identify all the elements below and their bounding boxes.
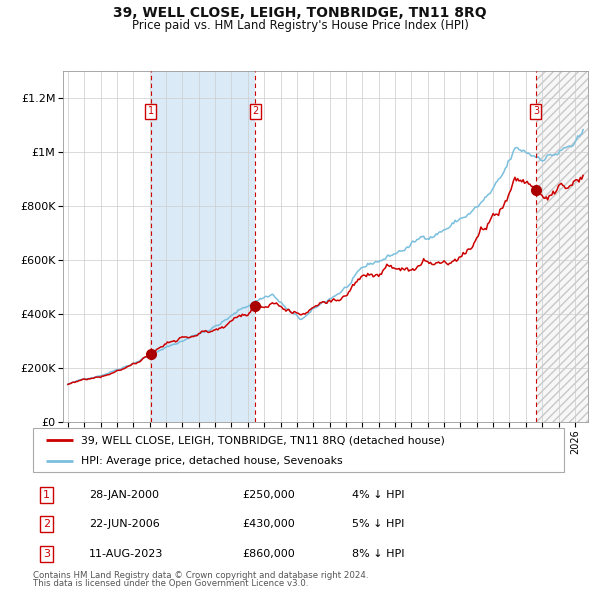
Text: Contains HM Land Registry data © Crown copyright and database right 2024.: Contains HM Land Registry data © Crown c… bbox=[33, 571, 368, 579]
Text: £430,000: £430,000 bbox=[243, 519, 295, 529]
Text: 28-JAN-2000: 28-JAN-2000 bbox=[89, 490, 159, 500]
Text: 1: 1 bbox=[148, 106, 154, 116]
Text: 2: 2 bbox=[43, 519, 50, 529]
Text: 39, WELL CLOSE, LEIGH, TONBRIDGE, TN11 8RQ (detached house): 39, WELL CLOSE, LEIGH, TONBRIDGE, TN11 8… bbox=[81, 435, 445, 445]
Bar bbox=[536, 71, 600, 422]
Text: 2: 2 bbox=[253, 106, 259, 116]
Text: 3: 3 bbox=[533, 106, 539, 116]
Text: 5% ↓ HPI: 5% ↓ HPI bbox=[352, 519, 404, 529]
Text: £860,000: £860,000 bbox=[243, 549, 295, 559]
Text: This data is licensed under the Open Government Licence v3.0.: This data is licensed under the Open Gov… bbox=[33, 579, 308, 588]
Text: 3: 3 bbox=[43, 549, 50, 559]
Text: 11-AUG-2023: 11-AUG-2023 bbox=[89, 549, 163, 559]
FancyBboxPatch shape bbox=[33, 428, 564, 472]
Text: 4% ↓ HPI: 4% ↓ HPI bbox=[352, 490, 404, 500]
Bar bbox=[536, 71, 600, 422]
Text: Price paid vs. HM Land Registry's House Price Index (HPI): Price paid vs. HM Land Registry's House … bbox=[131, 19, 469, 32]
Text: £250,000: £250,000 bbox=[243, 490, 295, 500]
Text: 22-JUN-2006: 22-JUN-2006 bbox=[89, 519, 160, 529]
Text: 1: 1 bbox=[43, 490, 50, 500]
Bar bbox=[151, 71, 256, 422]
Text: 39, WELL CLOSE, LEIGH, TONBRIDGE, TN11 8RQ: 39, WELL CLOSE, LEIGH, TONBRIDGE, TN11 8… bbox=[113, 6, 487, 20]
Text: HPI: Average price, detached house, Sevenoaks: HPI: Average price, detached house, Seve… bbox=[81, 456, 343, 466]
Text: 8% ↓ HPI: 8% ↓ HPI bbox=[352, 549, 404, 559]
